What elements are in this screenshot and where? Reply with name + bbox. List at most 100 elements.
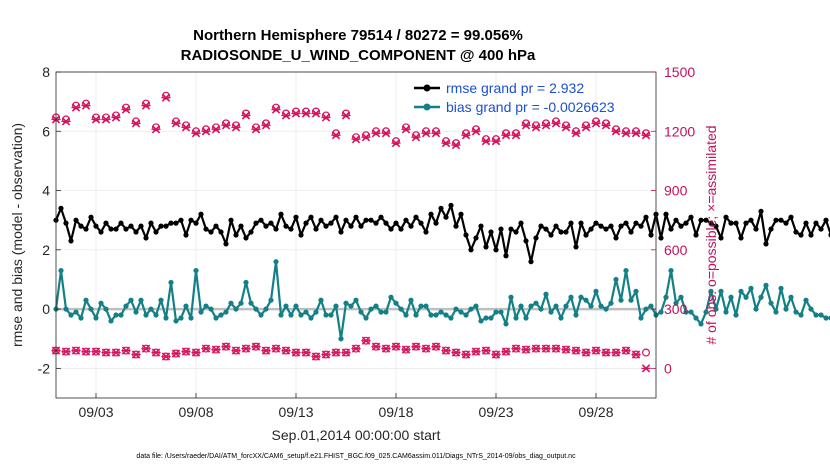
bias-data-point (298, 312, 304, 318)
bias-data-point (188, 315, 194, 321)
rmse-data-point (763, 241, 769, 247)
obs-possible-marker (631, 127, 640, 136)
obs-assimilated-marker (611, 127, 621, 136)
obs-assimilated-marker (301, 348, 311, 357)
bias-data-point (93, 315, 99, 321)
bias-data-point (543, 291, 549, 297)
rmse-data-point (83, 226, 89, 232)
obs-assimilated-marker (191, 348, 201, 357)
y-tick-label: 4 (42, 183, 50, 199)
obs-assimilated-marker (181, 123, 191, 132)
obs-assimilated-marker (491, 350, 501, 359)
rmse-data-point (568, 220, 574, 226)
bias-data-point (678, 294, 684, 300)
obs-possible-marker (382, 127, 391, 136)
rmse-data-point (543, 226, 549, 232)
obs-possible-marker (132, 117, 141, 126)
obs-assimilated-marker (601, 348, 611, 357)
rmse-data-point (473, 235, 479, 241)
obs-assimilated-marker (411, 342, 421, 351)
bias-data-point (123, 303, 129, 309)
bias-data-point (203, 303, 209, 309)
rmse-data-point (658, 235, 664, 241)
bias-data-point (778, 285, 784, 291)
rmse-data-point (253, 220, 259, 226)
bias-data-point (343, 300, 349, 306)
bias-data-point (758, 294, 764, 300)
rmse-data-point (353, 214, 359, 220)
obs-possible-marker (332, 129, 341, 138)
bias-data-point (603, 306, 609, 312)
rmse-data-point (188, 217, 194, 223)
rmse-data-point (648, 232, 654, 238)
rmse-data-point (593, 220, 599, 226)
bias-data-point (178, 315, 184, 321)
bias-data-point (518, 303, 524, 309)
bias-data-point (198, 309, 204, 315)
obs-assimilated-marker (101, 348, 111, 357)
obs-assimilated-marker (441, 346, 451, 355)
rmse-data-point (398, 226, 404, 232)
bias-data-point (373, 303, 379, 309)
obs-assimilated-marker (231, 346, 241, 355)
obs-assimilated-marker (261, 121, 271, 130)
obs-assimilated-marker (401, 125, 411, 134)
obs-possible-marker (142, 99, 151, 108)
bias-data-point (308, 315, 314, 321)
bias-data-point (813, 312, 819, 318)
bias-data-point (243, 279, 249, 286)
bias-data-point (433, 312, 439, 318)
bias-data-point (623, 267, 629, 274)
obs-assimilated-marker (231, 123, 241, 132)
rmse-data-point (73, 217, 79, 223)
rmse-data-point (163, 223, 169, 229)
plot-frame (55, 71, 657, 399)
rmse-data-point (538, 223, 544, 229)
obs-count-series (51, 91, 651, 373)
bias-data-point (418, 303, 424, 309)
obs-possible-marker (192, 127, 201, 136)
obs-possible-marker (302, 107, 311, 116)
obs-assimilated-marker (561, 345, 571, 354)
obs-assimilated-marker (361, 133, 371, 142)
rmse-data-point (438, 205, 444, 211)
obs-possible-marker (172, 117, 181, 126)
rmse-data-point (203, 226, 209, 232)
rmse-data-point (383, 220, 389, 226)
rmse-data-point (758, 208, 764, 214)
bias-data-point (383, 309, 389, 315)
bias-data-point (638, 315, 644, 321)
obs-possible-marker (452, 139, 461, 148)
rmse-data-point (503, 253, 509, 259)
bias-data-point (693, 315, 699, 321)
bias-data-point (823, 315, 829, 321)
rmse-data-point (273, 226, 279, 232)
rmse-data-point (373, 220, 379, 226)
y-right-tick-label: 900 (664, 183, 688, 199)
bias-data-point (268, 297, 274, 303)
obs-assimilated-marker (511, 131, 521, 140)
obs-possible-marker (292, 107, 301, 116)
bias-data-point (553, 303, 559, 309)
obs-possible-marker (101, 113, 110, 122)
obs-assimilated-marker (171, 349, 181, 358)
obs-possible-marker (482, 135, 491, 144)
rmse-data-point (778, 217, 784, 223)
legend-bias-label: bias grand pr = -0.0026623 (446, 99, 615, 115)
obs-assimilated-marker (111, 348, 121, 357)
bias-data-point (713, 306, 719, 312)
x-tick-label: 09/18 (378, 404, 413, 420)
rmse-data-point (808, 232, 814, 238)
obs-assimilated-marker (281, 346, 291, 355)
rmse-data-point (233, 232, 239, 238)
obs-possible-marker (551, 117, 560, 126)
rmse-data-point (218, 229, 224, 235)
obs-possible-marker (462, 129, 471, 138)
rmse-data-point (508, 226, 514, 232)
obs-assimilated-marker (371, 129, 381, 138)
bias-data-point (788, 294, 794, 300)
rmse-data-point (118, 220, 124, 226)
bias-data-point (698, 321, 704, 327)
bias-data-point (303, 309, 309, 315)
